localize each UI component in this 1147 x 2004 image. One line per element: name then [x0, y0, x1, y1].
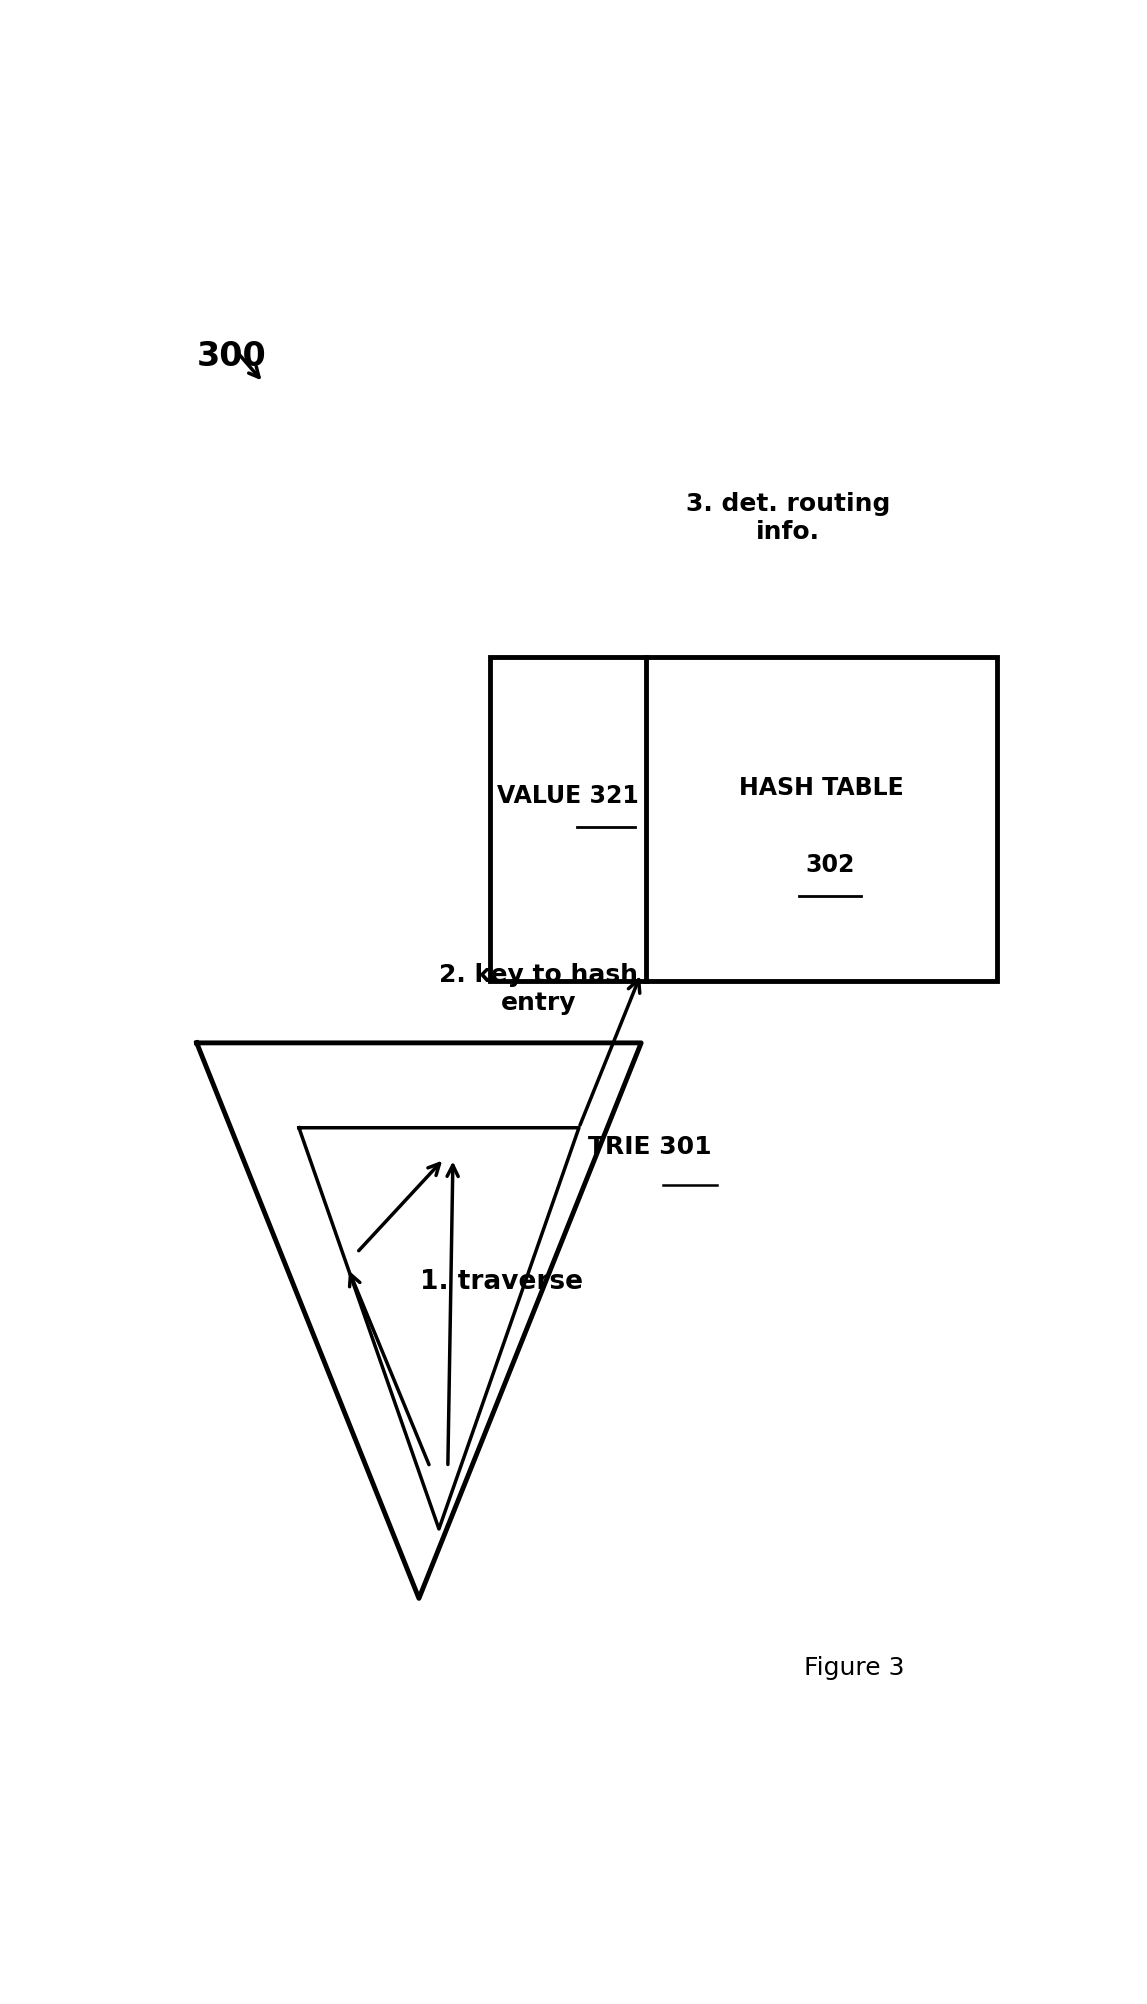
Text: VALUE 321: VALUE 321: [497, 784, 639, 808]
Text: 300: 300: [197, 341, 266, 373]
Text: 3. det. routing
info.: 3. det. routing info.: [686, 493, 890, 545]
Text: 302: 302: [805, 854, 855, 878]
Text: TRIE 301: TRIE 301: [587, 1136, 711, 1160]
Text: HASH TABLE: HASH TABLE: [739, 776, 904, 800]
Text: 2. key to hash
entry: 2. key to hash entry: [439, 964, 639, 1014]
Bar: [490, 657, 997, 982]
Text: Figure 3: Figure 3: [804, 1655, 905, 1679]
Text: 1. traverse: 1. traverse: [420, 1269, 583, 1295]
